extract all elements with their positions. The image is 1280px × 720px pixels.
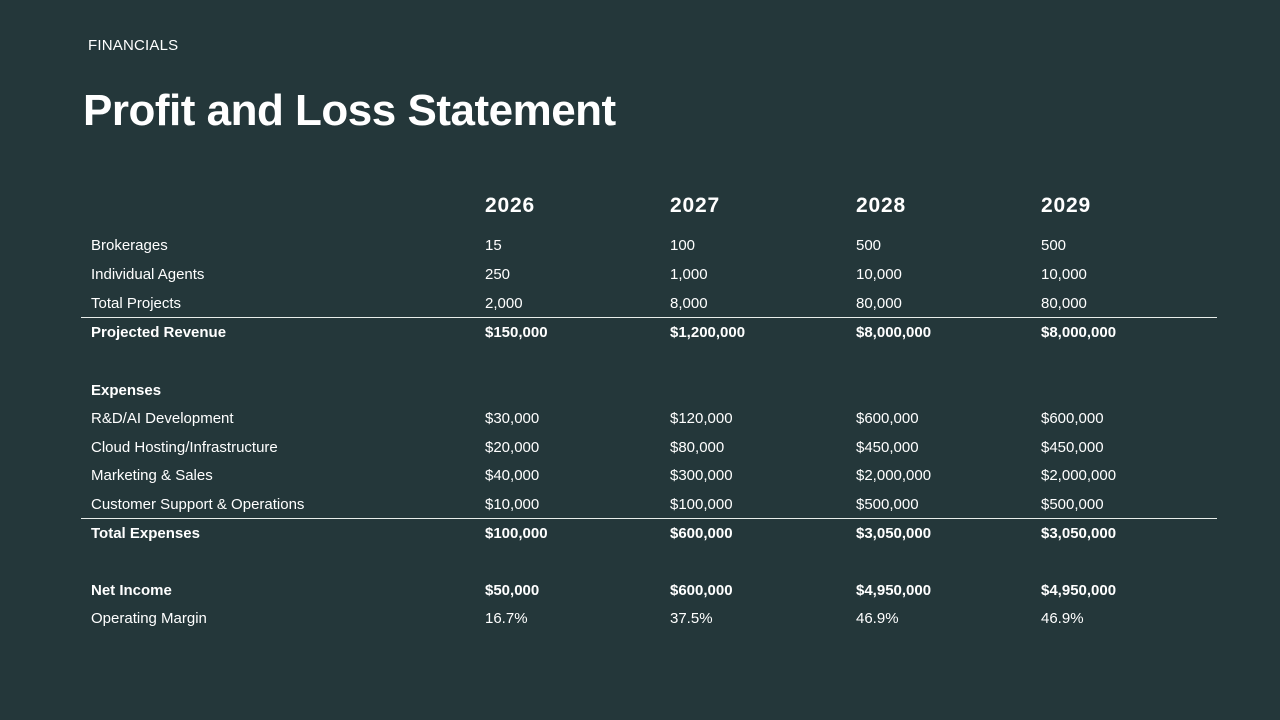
section-heading-row: Expenses <box>81 376 1217 405</box>
row-value-2028: $4,950,000 <box>856 582 932 599</box>
row-label: Total Projects <box>91 295 182 312</box>
row-value-2028: 46.9% <box>856 610 899 627</box>
row-value-2029: 500 <box>1041 237 1067 254</box>
row-value-2026: $30,000 <box>485 410 540 427</box>
row-value-2026: 2,000 <box>485 295 523 312</box>
row-value-2027: $600,000 <box>670 582 733 599</box>
row-value-2029: $500,000 <box>1041 496 1104 513</box>
row-value-2026: $100,000 <box>485 525 548 542</box>
row-label: Total Expenses <box>91 525 200 542</box>
row-value-2029: $3,050,000 <box>1041 525 1117 542</box>
section-heading: Expenses <box>91 382 162 399</box>
table-row: Total Projects 2,000 8,000 80,000 80,000 <box>81 289 1217 318</box>
year-header-2027: 2027 <box>670 194 720 217</box>
row-label: Cloud Hosting/Infrastructure <box>91 439 278 456</box>
row-value-2026: 15 <box>485 237 502 254</box>
table-row: Operating Margin 16.7% 37.5% 46.9% 46.9% <box>81 604 1217 633</box>
row-value-2028: $2,000,000 <box>856 467 932 484</box>
table-row: Customer Support & Operations $10,000 $1… <box>81 490 1217 519</box>
table-row: Marketing & Sales $40,000 $300,000 $2,00… <box>81 461 1217 490</box>
section-eyebrow: FINANCIALS <box>88 37 179 54</box>
row-label: Projected Revenue <box>91 324 227 341</box>
row-value-2027: 1,000 <box>670 266 708 283</box>
row-value-2029: 46.9% <box>1041 610 1084 627</box>
row-label: Marketing & Sales <box>91 467 213 484</box>
row-value-2027: $300,000 <box>670 467 733 484</box>
row-value-2026: $150,000 <box>485 324 548 341</box>
row-value-2029: $600,000 <box>1041 410 1104 427</box>
row-value-2028: $600,000 <box>856 410 919 427</box>
row-label: R&D/AI Development <box>91 410 234 427</box>
revenue-divider <box>81 317 1217 318</box>
row-value-2029: $2,000,000 <box>1041 467 1117 484</box>
table-row-total: Total Expenses $100,000 $600,000 $3,050,… <box>81 519 1217 548</box>
page-title: Profit and Loss Statement <box>83 86 616 135</box>
row-value-2026: $50,000 <box>485 582 540 599</box>
table-row: Cloud Hosting/Infrastructure $20,000 $80… <box>81 433 1217 462</box>
year-header-2028: 2028 <box>856 194 906 217</box>
row-value-2026: 16.7% <box>485 610 528 627</box>
expenses-divider <box>81 518 1217 519</box>
table-row: Individual Agents 250 1,000 10,000 10,00… <box>81 260 1217 289</box>
row-value-2028: 500 <box>856 237 882 254</box>
row-label: Brokerages <box>91 237 168 254</box>
row-value-2026: $10,000 <box>485 496 540 513</box>
row-value-2028: 80,000 <box>856 295 902 312</box>
row-value-2027: $120,000 <box>670 410 733 427</box>
row-value-2027: 37.5% <box>670 610 713 627</box>
row-value-2029: $8,000,000 <box>1041 324 1117 341</box>
row-value-2026: 250 <box>485 266 511 283</box>
row-value-2028: $450,000 <box>856 439 919 456</box>
row-value-2028: $3,050,000 <box>856 525 932 542</box>
row-value-2028: $8,000,000 <box>856 324 932 341</box>
table-row: Brokerages 15 100 500 500 <box>81 231 1217 260</box>
table-row: R&D/AI Development $30,000 $120,000 $600… <box>81 404 1217 433</box>
row-value-2029: $4,950,000 <box>1041 582 1117 599</box>
row-label: Individual Agents <box>91 266 205 283</box>
row-value-2029: 10,000 <box>1041 266 1087 283</box>
row-value-2027: $80,000 <box>670 439 725 456</box>
row-value-2027: 8,000 <box>670 295 708 312</box>
row-label: Operating Margin <box>91 610 207 627</box>
row-value-2028: 10,000 <box>856 266 902 283</box>
row-value-2028: $500,000 <box>856 496 919 513</box>
year-header-2026: 2026 <box>485 194 535 217</box>
row-label: Customer Support & Operations <box>91 496 305 513</box>
row-label: Net Income <box>91 582 172 599</box>
row-value-2027: $1,200,000 <box>670 324 746 341</box>
row-value-2027: $600,000 <box>670 525 733 542</box>
row-value-2029: 80,000 <box>1041 295 1087 312</box>
table-row-total: Projected Revenue $150,000 $1,200,000 $8… <box>81 318 1217 347</box>
row-value-2027: $100,000 <box>670 496 733 513</box>
row-value-2026: $20,000 <box>485 439 540 456</box>
row-value-2027: 100 <box>670 237 696 254</box>
year-header-2029: 2029 <box>1041 194 1091 217</box>
table-row-total: Net Income $50,000 $600,000 $4,950,000 $… <box>81 576 1217 605</box>
row-value-2026: $40,000 <box>485 467 540 484</box>
row-value-2029: $450,000 <box>1041 439 1104 456</box>
